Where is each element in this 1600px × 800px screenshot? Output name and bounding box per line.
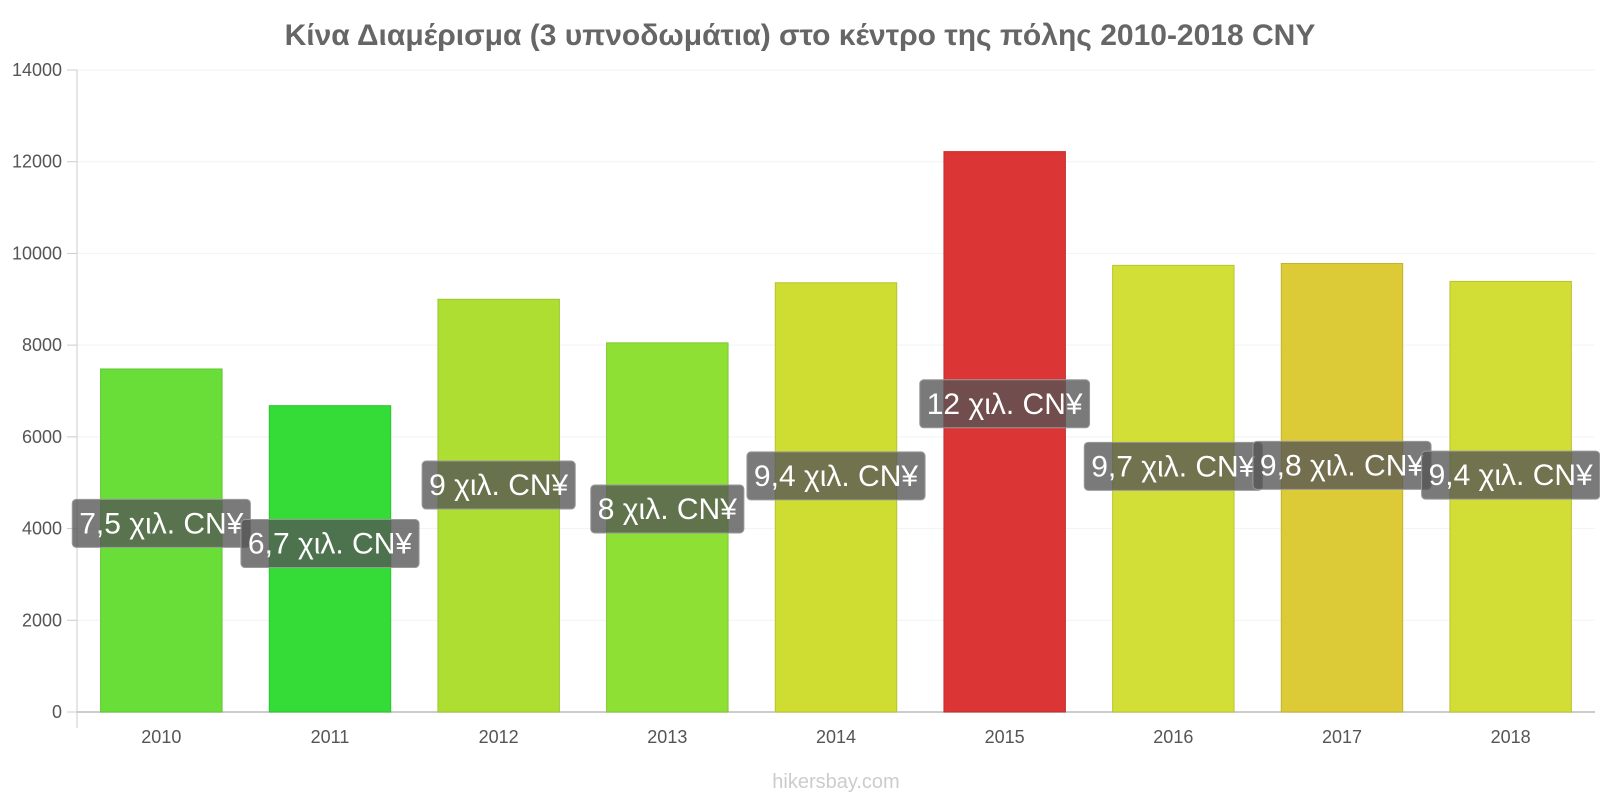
x-tick-label: 2010 <box>141 727 181 747</box>
data-label-text: 9 χιλ. CN¥ <box>429 469 568 502</box>
x-tick-label: 2018 <box>1491 727 1531 747</box>
x-tick-label: 2016 <box>1153 727 1193 747</box>
watermark: hikersbay.com <box>772 771 899 793</box>
y-tick-label: 0 <box>52 702 62 722</box>
data-label-text: 12 χιλ. CN¥ <box>927 388 1083 421</box>
data-label-box <box>240 519 420 569</box>
y-tick-label: 2000 <box>22 610 62 630</box>
data-label-2014: 9,4 χιλ. CN¥ <box>746 451 926 501</box>
data-label-text: 9,7 χιλ. CN¥ <box>1091 450 1255 483</box>
y-tick-label: 10000 <box>12 243 62 263</box>
data-label-text: 7,5 χιλ. CN¥ <box>79 507 243 540</box>
x-tick-label: 2012 <box>479 727 519 747</box>
data-label-box <box>919 379 1091 429</box>
data-label-2017: 9,8 χιλ. CN¥ <box>1252 440 1432 490</box>
data-label-2015: 12 χιλ. CN¥ <box>919 379 1091 429</box>
data-label-text: 6,7 χιλ. CN¥ <box>248 528 412 561</box>
x-tick-label: 2011 <box>311 727 350 747</box>
y-tick-label: 4000 <box>22 519 62 539</box>
data-label-text: 8 χιλ. CN¥ <box>598 493 737 526</box>
x-axis-ticks: 2010 2011 2012 2013 2014 2015 2016 2017 2018 <box>141 727 1530 747</box>
chart-title: Κίνα Διαμέρισμα (3 υπνοδωμάτια) στο κέντ… <box>285 19 1316 52</box>
bars <box>100 151 1572 713</box>
data-labels: 7,5 χιλ. CN¥6,7 χιλ. CN¥ 9 χιλ. CN¥ 8 χιλ.… <box>71 379 1600 569</box>
x-tick-label: 2017 <box>1322 727 1362 747</box>
y-tick-label: 12000 <box>12 152 62 172</box>
bar-2015[interactable] <box>943 151 1066 713</box>
data-label-2011: 6,7 χιλ. CN¥ <box>240 519 420 569</box>
data-label-2012: 9 χιλ. CN¥ <box>421 460 576 510</box>
x-tick-label: 2015 <box>985 727 1025 747</box>
y-tick-label: 14000 <box>12 60 62 80</box>
y-tick-label: 8000 <box>22 335 62 355</box>
x-tick-label: 2013 <box>647 727 687 747</box>
data-label-2013: 8 χιλ. CN¥ <box>590 484 745 534</box>
data-label-2016: 9,7 χιλ. CN¥ <box>1083 441 1263 491</box>
data-label-box <box>590 484 745 534</box>
data-label-2018: 9,4 χιλ. CN¥ <box>1421 450 1600 500</box>
y-tick-label: 6000 <box>22 427 62 447</box>
data-label-box <box>421 460 576 510</box>
data-label-box <box>746 451 926 501</box>
data-label-text: 9,4 χιλ. CN¥ <box>754 460 918 493</box>
data-label-text: 9,8 χιλ. CN¥ <box>1260 449 1424 482</box>
y-axis-ticks: 0 2000 4000 6000 8000 10000 12000 14000 <box>12 60 77 722</box>
data-label-2010: 7,5 χιλ. CN¥ <box>71 498 251 548</box>
data-label-text: 9,4 χιλ. CN¥ <box>1429 459 1593 492</box>
x-tick-label: 2014 <box>816 727 856 747</box>
